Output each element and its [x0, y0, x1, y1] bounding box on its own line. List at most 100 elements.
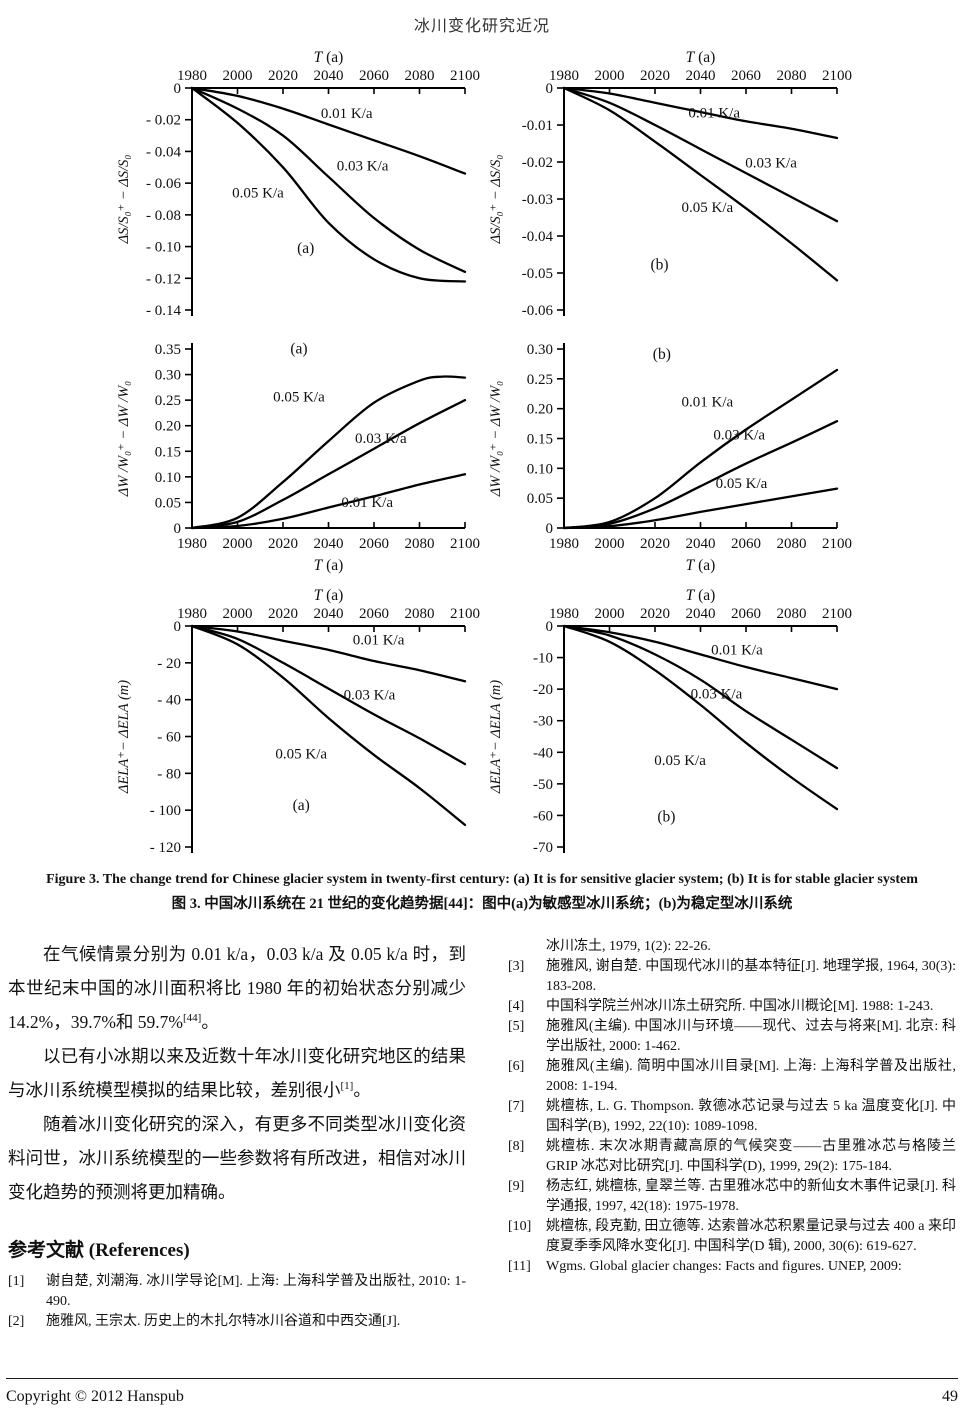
svg-text:-0.03: -0.03 — [522, 192, 553, 208]
figure-caption-english: Figure 3. The change trend for Chinese g… — [46, 872, 918, 887]
svg-text:1980: 1980 — [177, 536, 207, 552]
chart-area-stable: 1980 2000 2020 2040 2060 2080 2100 0 -0.01 -0.02 -… — [488, 49, 852, 319]
svg-text:-30: -30 — [533, 714, 553, 730]
svg-text:2020: 2020 — [640, 536, 670, 552]
svg-text:2020: 2020 — [268, 606, 298, 622]
paragraph-model-comparison: 以已有小冰期以来及近数十年冰川变化研究地区的结果与冰川系统模型模拟的结果比较，差… — [8, 1046, 466, 1100]
svg-text:ΔS/S₀⁺ − ΔS/S₀: ΔS/S₀⁺ − ΔS/S₀ — [116, 155, 132, 245]
body-columns: 在气候情景分别为 0.01 k/a，0.03 k/a 及 0.05 k/a 时，… — [8, 937, 956, 1332]
svg-text:2080: 2080 — [777, 68, 807, 84]
svg-text:-10: -10 — [533, 651, 553, 667]
svg-text:0.25: 0.25 — [527, 372, 553, 388]
reference-item: [7] 姚檀栋, L. G. Thompson. 敦德冰芯记录与过去 5 ka 温… — [508, 1099, 956, 1134]
svg-text:1980: 1980 — [549, 68, 579, 84]
svg-text:0.01 K/a: 0.01 K/a — [681, 394, 733, 410]
svg-text:T (a): T (a) — [686, 557, 716, 574]
svg-text:2020: 2020 — [640, 606, 670, 622]
svg-text:-70: -70 — [533, 840, 553, 856]
svg-text:0.30: 0.30 — [527, 342, 553, 358]
svg-text:0.03 K/a: 0.03 K/a — [713, 428, 765, 444]
svg-text:2000: 2000 — [223, 606, 253, 622]
figure-3-charts: 1980 2000 2020 2040 2060 2080 2100 0 - 0.02 - 0.0… — [112, 48, 856, 868]
svg-text:2100: 2100 — [822, 68, 852, 84]
svg-text:T (a): T (a) — [314, 49, 344, 66]
svg-text:2100: 2100 — [450, 68, 480, 84]
svg-text:T (a): T (a) — [686, 49, 716, 66]
svg-text:2100: 2100 — [450, 606, 480, 622]
svg-text:2040: 2040 — [686, 606, 716, 622]
svg-text:2080: 2080 — [405, 606, 435, 622]
svg-text:0: 0 — [174, 619, 182, 635]
svg-text:T (a): T (a) — [686, 587, 716, 604]
svg-text:ΔW /W₀⁺ − ΔW /W₀: ΔW /W₀⁺ − ΔW /W₀ — [488, 381, 504, 497]
svg-text:0.03 K/a: 0.03 K/a — [745, 156, 797, 172]
svg-text:1980: 1980 — [177, 606, 207, 622]
svg-text:2040: 2040 — [686, 68, 716, 84]
svg-text:0.30: 0.30 — [155, 368, 181, 384]
svg-text:2100: 2100 — [822, 536, 852, 552]
svg-text:T (a): T (a) — [314, 587, 344, 604]
reference-item: [5] 施雅风(主编). 中国冰川与环境——现代、过去与将来[M]. 北京: 科学… — [508, 1019, 956, 1054]
svg-text:-60: -60 — [533, 808, 553, 824]
references-list-left: [1] 谢自楚, 刘潮海. 冰川学导论[M]. 上海: 上海科学普及出版社, 20… — [8, 1272, 466, 1332]
svg-text:(a): (a) — [293, 797, 310, 814]
svg-text:0: 0 — [546, 81, 554, 97]
svg-text:(b): (b) — [651, 256, 669, 273]
svg-text:2040: 2040 — [314, 68, 344, 84]
chart-ela-stable: 1980 2000 2020 2040 2060 2080 2100 0 -10 -20 -30 -4… — [488, 587, 852, 856]
svg-text:0.25: 0.25 — [155, 393, 181, 409]
svg-text:2060: 2060 — [731, 68, 761, 84]
svg-text:2060: 2060 — [359, 606, 389, 622]
svg-text:0.05: 0.05 — [527, 491, 553, 507]
svg-text:- 100: - 100 — [150, 803, 181, 819]
svg-text:0: 0 — [174, 521, 182, 537]
svg-text:2060: 2060 — [731, 606, 761, 622]
running-title: 冰川变化研究近况 — [413, 18, 550, 35]
chart-meltwater-stable: 1980 2000 2020 2040 2060 2080 2100 0 0.05 0.10 0.1… — [488, 342, 852, 574]
svg-text:-20: -20 — [533, 682, 553, 698]
svg-text:-0.02: -0.02 — [522, 155, 553, 171]
copyright-text: Copyright © 2012 Hanspub — [6, 1388, 184, 1405]
svg-text:2060: 2060 — [731, 536, 761, 552]
svg-text:0.05 K/a: 0.05 K/a — [273, 390, 325, 406]
svg-text:0.01 K/a: 0.01 K/a — [711, 642, 763, 658]
references-list-right: 冰川冻土, 1979, 1(2): 22-26. [3] 施雅风, 谢自楚. 中国现… — [508, 937, 956, 1277]
svg-text:-50: -50 — [533, 777, 553, 793]
chart-meltwater-sensitive: 1980 2000 2020 2040 2060 2080 2100 0 0.05 0.10 0.1… — [116, 341, 480, 574]
svg-text:0: 0 — [174, 81, 182, 97]
svg-text:(b): (b) — [653, 346, 671, 363]
svg-text:(a): (a) — [297, 240, 314, 257]
svg-text:ΔELA⁺− ΔELA (m): ΔELA⁺− ΔELA (m) — [116, 680, 132, 794]
svg-text:- 80: - 80 — [157, 766, 181, 782]
svg-text:1980: 1980 — [549, 536, 579, 552]
svg-text:- 20: - 20 — [157, 656, 181, 672]
svg-text:0: 0 — [546, 521, 554, 537]
svg-text:- 40: - 40 — [157, 693, 181, 709]
svg-text:ΔELA⁺− ΔELA (m): ΔELA⁺− ΔELA (m) — [488, 680, 504, 794]
svg-text:0.05 K/a: 0.05 K/a — [275, 747, 327, 763]
chart-area-sensitive: 1980 2000 2020 2040 2060 2080 2100 0 - 0.02 - 0.0… — [116, 49, 480, 319]
svg-text:(a): (a) — [290, 341, 307, 358]
svg-text:2020: 2020 — [640, 68, 670, 84]
svg-text:2000: 2000 — [223, 536, 253, 552]
svg-text:2000: 2000 — [595, 68, 625, 84]
svg-text:0.03 K/a: 0.03 K/a — [337, 158, 389, 174]
svg-text:ΔS/S₀⁺ − ΔS/S₀: ΔS/S₀⁺ − ΔS/S₀ — [488, 155, 504, 245]
svg-text:0.20: 0.20 — [155, 419, 181, 435]
svg-text:2040: 2040 — [686, 536, 716, 552]
page-number: 49 — [942, 1388, 958, 1405]
svg-text:0.05: 0.05 — [155, 495, 181, 511]
svg-text:2000: 2000 — [595, 536, 625, 552]
svg-text:- 0.04: - 0.04 — [146, 144, 181, 160]
svg-text:2000: 2000 — [223, 68, 253, 84]
svg-text:0.35: 0.35 — [155, 342, 181, 358]
svg-text:-0.04: -0.04 — [522, 229, 554, 245]
svg-text:- 0.12: - 0.12 — [146, 271, 181, 287]
svg-text:- 0.08: - 0.08 — [146, 208, 181, 224]
svg-text:2080: 2080 — [777, 536, 807, 552]
reference-item: [3] 施雅风, 谢自楚. 中国现代冰川的基本特征[J]. 地理学报, 1964,… — [508, 959, 956, 994]
svg-text:- 60: - 60 — [157, 730, 181, 746]
svg-text:2080: 2080 — [405, 536, 435, 552]
svg-text:T (a): T (a) — [314, 557, 344, 574]
